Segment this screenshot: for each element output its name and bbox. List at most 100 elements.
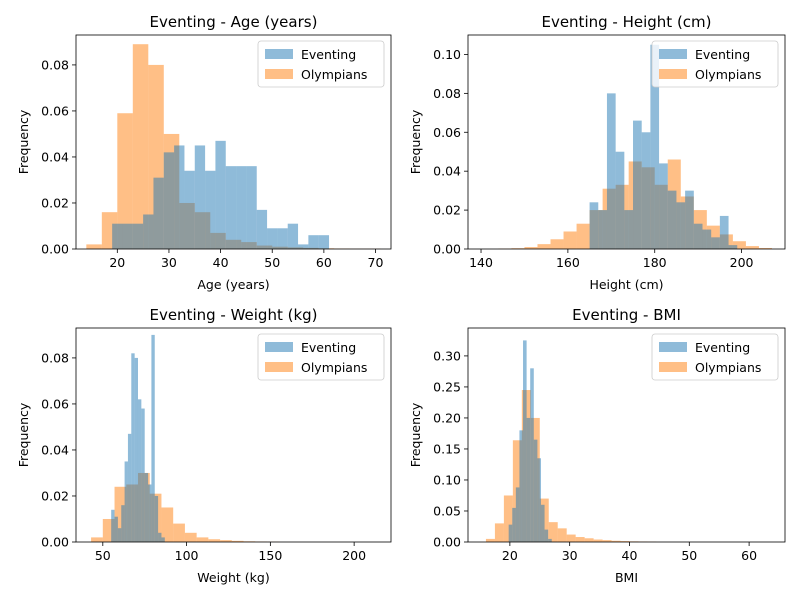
x-tick-label: 40 xyxy=(622,548,638,563)
histogram-bar xyxy=(194,145,206,249)
histogram-bar xyxy=(575,537,585,542)
histogram-bar xyxy=(685,190,694,249)
histogram-bar xyxy=(576,223,590,249)
histogram-bar xyxy=(154,495,159,542)
x-tick-label: 100 xyxy=(175,548,199,563)
x-tick-label: 60 xyxy=(741,548,757,563)
histogram-bar xyxy=(173,523,185,542)
x-tick-label: 30 xyxy=(161,255,177,270)
histogram-bar xyxy=(122,223,133,249)
y-tick-label: 0.02 xyxy=(433,203,461,218)
histogram-bar xyxy=(620,541,630,542)
legend-swatch-olympians xyxy=(659,362,687,372)
histogram-bar xyxy=(515,487,520,542)
legend: Eventing Olympians xyxy=(257,40,385,88)
x-axis-label: Weight (kg) xyxy=(197,570,269,585)
x-tick-label: 180 xyxy=(643,255,667,270)
y-tick-label: 0.04 xyxy=(41,149,69,164)
y-tick-label: 0.25 xyxy=(433,379,461,394)
histogram-bar xyxy=(563,231,577,249)
histogram-bar xyxy=(589,202,599,249)
histogram-bar xyxy=(236,166,247,249)
histogram-bar xyxy=(728,245,738,249)
histogram-bar xyxy=(117,528,122,542)
x-tick-label: 70 xyxy=(368,255,384,270)
axes-frame xyxy=(75,34,392,250)
y-tick-label: 0.00 xyxy=(433,535,461,550)
histogram-bar xyxy=(318,235,330,249)
legend-swatch-olympians xyxy=(265,362,293,372)
legend: Eventing Olympians xyxy=(257,333,385,381)
y-tick-label: 0.06 xyxy=(41,396,69,411)
histogram-bar xyxy=(277,228,288,249)
y-tick-label: 0.06 xyxy=(41,103,69,118)
histogram-bar xyxy=(231,540,244,542)
histogram-bar xyxy=(121,505,125,542)
histogram-bar xyxy=(161,507,174,542)
y-tick-label: 0.08 xyxy=(41,57,69,72)
histogram-bar xyxy=(557,528,567,542)
x-tick-label: 50 xyxy=(264,255,280,270)
legend-swatch-olympians xyxy=(659,69,687,79)
histogram-bar xyxy=(566,534,576,542)
histogram-bar xyxy=(650,44,660,250)
histogram-bar xyxy=(667,190,677,249)
histogram-bar xyxy=(112,223,123,249)
histogram-bar xyxy=(102,518,115,542)
y-axis-label: Frequency xyxy=(16,109,31,174)
histogram-bar xyxy=(537,244,551,249)
y-axis-label: Frequency xyxy=(408,402,423,467)
histogram-bar xyxy=(114,516,118,542)
legend-label-olympians: Olympians xyxy=(695,360,761,375)
series-eventing xyxy=(111,334,165,542)
histogram-bar xyxy=(86,244,102,249)
histogram-bar xyxy=(719,215,729,249)
legend-swatch-olympians xyxy=(265,69,293,79)
histogram-bar xyxy=(593,539,603,542)
x-tick-label: 160 xyxy=(556,255,580,270)
histogram-bar xyxy=(693,223,703,249)
histogram-bar xyxy=(91,537,103,542)
histogram-bar xyxy=(598,210,607,249)
histogram-bar xyxy=(584,538,594,542)
histogram-bar xyxy=(615,151,625,249)
histogram-bar xyxy=(132,44,149,249)
histogram-bar xyxy=(134,357,138,542)
histogram-bar xyxy=(524,247,538,249)
histogram-bar xyxy=(624,210,634,249)
x-tick-label: 20 xyxy=(109,255,125,270)
legend-label-eventing: Eventing xyxy=(301,47,356,62)
histogram-bar xyxy=(117,113,133,249)
histogram-bar xyxy=(298,244,309,249)
histogram-bar xyxy=(148,484,152,542)
histogram-bar xyxy=(143,214,154,249)
y-tick-label: 0.00 xyxy=(433,242,461,257)
histogram-bar xyxy=(246,166,257,249)
histogram-bar xyxy=(174,145,185,249)
y-tick-label: 0.00 xyxy=(41,242,69,257)
x-tick-label: 200 xyxy=(730,255,754,270)
subplot-1: 20 30 40 50 60 70 0.00 0.02 0.04 0.06 0.08 Eventing… xyxy=(16,13,392,292)
histogram-bar xyxy=(758,248,772,249)
legend-label-eventing: Eventing xyxy=(695,340,750,355)
y-tick-label: 0.20 xyxy=(433,410,461,425)
x-tick-label: 150 xyxy=(258,548,282,563)
histogram-bar xyxy=(184,532,197,542)
histogram-bar xyxy=(519,430,524,542)
histogram-bar xyxy=(144,472,149,542)
histogram-bar xyxy=(208,539,221,542)
histogram-bar xyxy=(111,509,115,542)
histogram-bar xyxy=(494,523,504,542)
y-tick-label: 0.04 xyxy=(41,442,69,457)
x-tick-label: 60 xyxy=(316,255,332,270)
x-axis-label: Height (cm) xyxy=(589,277,663,292)
y-tick-label: 0.08 xyxy=(41,350,69,365)
legend-label-eventing: Eventing xyxy=(301,340,356,355)
histogram-bar xyxy=(523,340,527,542)
y-tick-label: 0.30 xyxy=(433,348,461,363)
legend-swatch-eventing xyxy=(659,342,687,352)
histogram-bar xyxy=(548,522,558,542)
histogram-bar xyxy=(114,486,127,542)
chart-title: Eventing - Weight (kg) xyxy=(149,306,317,324)
